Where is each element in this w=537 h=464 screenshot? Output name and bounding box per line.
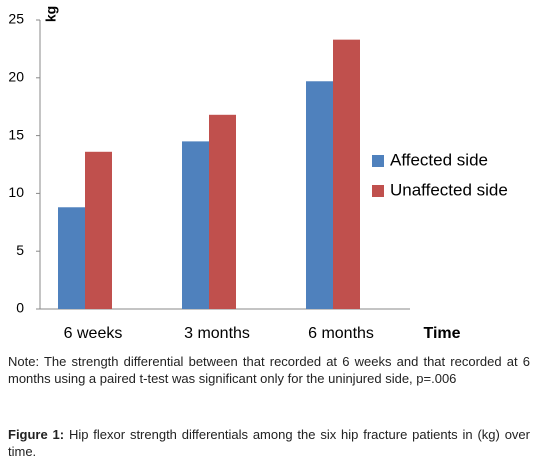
y-tick-label: 25 [8, 11, 24, 27]
y-axis-label: kg [43, 6, 59, 22]
y-tick-label: 15 [8, 126, 24, 142]
bar [182, 141, 209, 309]
caption-label: Figure 1: [8, 427, 65, 442]
legend-label: Unaffected side [390, 180, 508, 199]
chart: kg Time 0 5 10 15 20 25 6 weeks 3 months 6 month… [8, 6, 508, 342]
x-tick-label: 3 months [184, 325, 250, 342]
bar [209, 114, 236, 310]
bar [58, 207, 85, 309]
x-axis-label: Time [423, 325, 460, 342]
bar [333, 39, 360, 309]
y-tick-label: 20 [8, 69, 24, 85]
note: Note: The strength differential between … [8, 354, 530, 386]
y-tick-label: 5 [16, 242, 24, 258]
x-tick-label: 6 months [308, 325, 374, 342]
bar [85, 151, 112, 309]
legend-label: Affected side [390, 150, 488, 169]
legend-swatch [372, 185, 384, 197]
y-tick-label: 10 [8, 184, 24, 200]
x-tick-label: 6 weeks [64, 325, 123, 342]
legend-swatch [372, 155, 384, 167]
bar [306, 81, 333, 309]
caption-text: Hip flexor strength differentials among … [8, 427, 530, 459]
caption: Figure 1: Hip flexor strength differenti… [8, 426, 530, 460]
y-tick-label: 0 [16, 300, 24, 316]
